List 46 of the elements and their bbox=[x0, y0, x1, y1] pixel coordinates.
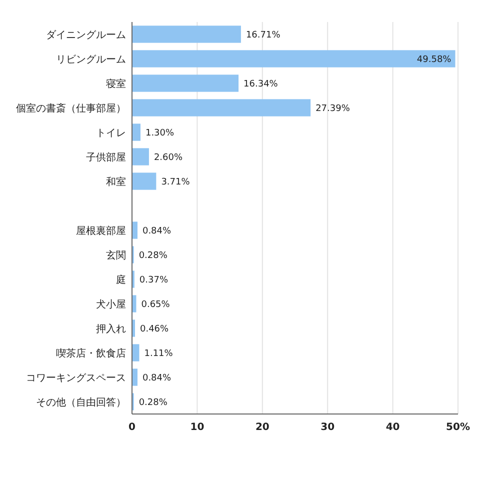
bar bbox=[132, 74, 239, 92]
data-label: 16.34% bbox=[244, 79, 278, 90]
data-label: 3.71% bbox=[161, 177, 190, 188]
y-tick-label: ダイニングルーム bbox=[46, 28, 126, 41]
bar bbox=[132, 148, 149, 166]
data-label: 0.37% bbox=[139, 275, 168, 286]
data-label: 16.71% bbox=[246, 30, 281, 40]
y-tick-label: トイレ bbox=[96, 128, 126, 139]
y-tick-label: 和室 bbox=[106, 176, 126, 188]
bar bbox=[132, 124, 140, 141]
data-label: 0.46% bbox=[140, 324, 170, 334]
y-tick-label: 屋根裏部屋 bbox=[76, 224, 126, 237]
y-tick-label: 子供部屋 bbox=[86, 151, 126, 164]
data-label: 49.58% bbox=[416, 54, 452, 65]
bar bbox=[132, 50, 456, 68]
y-tick-label: 犬小屋 bbox=[96, 298, 126, 310]
data-label: 0.84% bbox=[142, 373, 172, 384]
data-label: 2.60% bbox=[154, 152, 183, 163]
x-tick-label: 30 bbox=[320, 422, 335, 433]
data-label: 0.28% bbox=[138, 398, 168, 408]
x-tick-label: 10 bbox=[190, 422, 204, 433]
y-tick-label: 寝室 bbox=[106, 78, 126, 90]
bar bbox=[132, 172, 156, 190]
bar bbox=[132, 344, 140, 362]
bar bbox=[132, 99, 311, 116]
y-tick-label: 押入れ bbox=[96, 322, 126, 335]
y-tick-label: 喫茶店・飲食店 bbox=[56, 347, 126, 360]
y-tick-label: リビングルーム bbox=[56, 54, 126, 66]
x-tick-label: 40 bbox=[386, 422, 400, 433]
bar bbox=[132, 222, 138, 239]
x-tick-label: 20 bbox=[255, 422, 270, 433]
x-tick-label: 0 bbox=[128, 422, 136, 433]
y-tick-label: その他（自由回答） bbox=[36, 396, 126, 408]
data-label: 0.28% bbox=[138, 250, 168, 261]
data-label: 0.65% bbox=[141, 300, 170, 310]
data-label: 1.11% bbox=[144, 348, 174, 359]
bar bbox=[132, 26, 241, 43]
data-label: 0.84% bbox=[142, 226, 172, 236]
y-tick-label: 玄関 bbox=[106, 249, 126, 262]
x-tick-label: 50% bbox=[446, 422, 470, 433]
data-label: 1.30% bbox=[145, 128, 175, 138]
y-tick-label: 個室の書斎（仕事部屋） bbox=[16, 102, 126, 114]
bar bbox=[132, 368, 138, 386]
y-tick-label: コワーキングスペース bbox=[26, 372, 126, 384]
data-label: 27.39% bbox=[316, 104, 350, 114]
y-tick-label: 庭 bbox=[116, 274, 126, 286]
